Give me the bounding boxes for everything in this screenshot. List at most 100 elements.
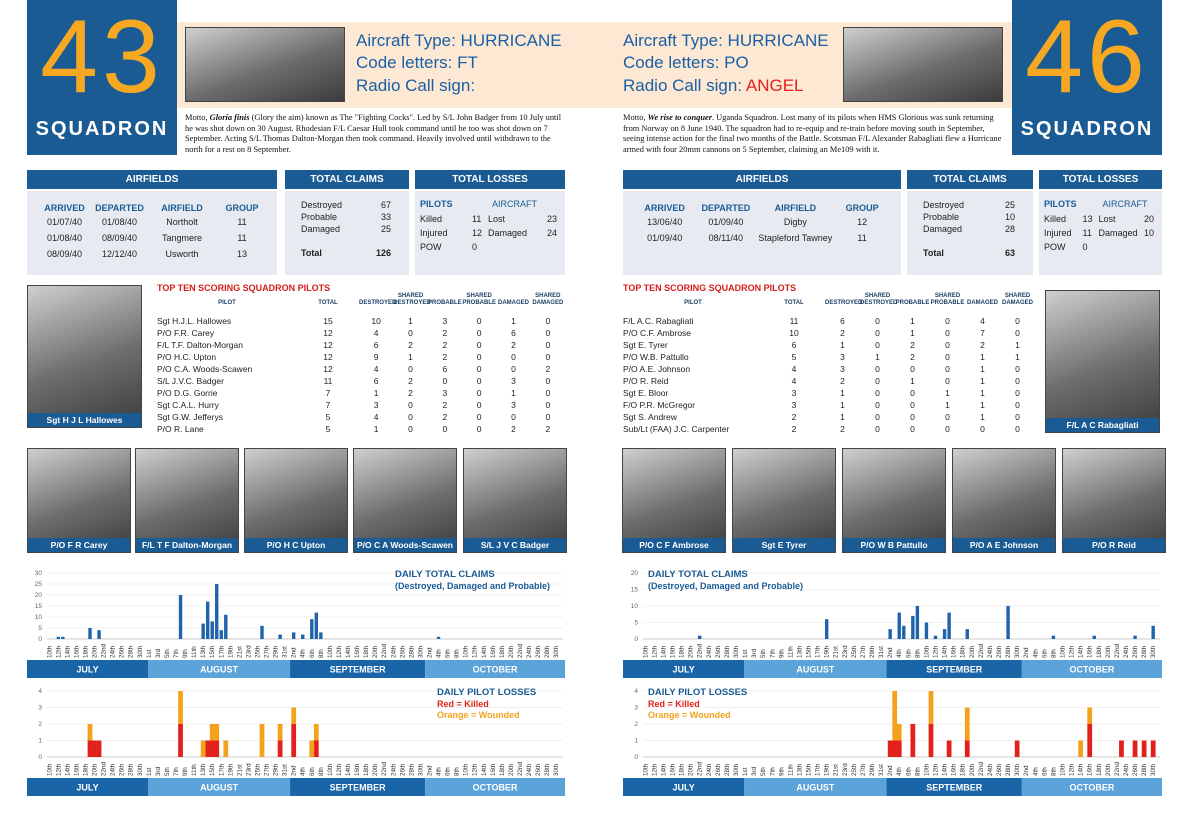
x-tick-label: 16th <box>1087 763 1094 776</box>
pilot-loss-value: 12 <box>472 228 483 238</box>
airfields-cell: 01/07/40 <box>46 217 83 227</box>
bar-segment <box>1014 740 1020 757</box>
x-tick-label: 22nd <box>101 643 108 658</box>
motto-part: . Uganda Squadron. Lost many of its pilo… <box>623 113 1002 154</box>
top-ten-cell: 0 <box>1015 364 1020 374</box>
claims-total-label: Total <box>301 248 322 258</box>
bar <box>314 612 319 639</box>
top-ten-cell: 9 <box>373 352 379 362</box>
airfields-cell: 11 <box>857 233 867 243</box>
pilot-loss-value: 13 <box>1082 214 1093 224</box>
x-tick-label: 31st <box>878 646 885 658</box>
top-ten-cell: 6 <box>840 316 845 326</box>
top-ten-cell: 0 <box>980 424 985 434</box>
x-tick-label: 5th <box>164 767 171 776</box>
x-tick-label: 4th <box>436 649 443 658</box>
airfields-header: AIRFIELDS <box>27 170 277 189</box>
bar <box>205 601 210 639</box>
bar-segment <box>928 724 934 757</box>
month-band <box>744 660 887 678</box>
x-tick-label: 13th <box>200 645 207 658</box>
legend-entry: Orange = Wounded <box>648 710 731 720</box>
x-tick-label: 29th <box>273 645 280 658</box>
y-tick-label: 0 <box>634 754 638 761</box>
top-ten-cell: 15 <box>323 316 333 326</box>
x-tick-label: 16th <box>669 763 676 776</box>
claims-label: Destroyed <box>301 200 343 210</box>
top-ten-cell: 5 <box>325 412 331 422</box>
top-ten-col-header: DESTROYED <box>359 300 397 306</box>
losses-body: PILOTS AIRCRAFT Killed 13 Injured 11 POW 0 Lost 2… <box>1039 191 1162 275</box>
bar-segment <box>200 740 206 757</box>
bar <box>278 634 282 639</box>
x-tick-label: 8th <box>454 649 461 658</box>
month-label: SEPTEMBER <box>926 783 983 793</box>
pilot-loss-value: 11 <box>1082 228 1092 238</box>
x-tick-label: 27th <box>860 763 867 776</box>
y-tick-label: 0 <box>38 636 42 643</box>
top-ten-cell: 1 <box>408 352 413 362</box>
bar <box>210 621 214 639</box>
claims-label: Probable <box>301 212 338 222</box>
top-ten-cell: Sgt E. Tyrer <box>623 340 668 350</box>
y-tick-label: 4 <box>634 688 638 695</box>
top-ten-cell: S/L J.V.C. Badger <box>157 376 224 386</box>
x-tick-label: 30th <box>733 763 740 776</box>
x-tick-label: 15th <box>209 763 216 776</box>
top-ten-cell: 0 <box>476 328 482 338</box>
pilot-photo: P/O W B Pattullo <box>842 448 946 553</box>
aircraft-loss-value: 23 <box>546 214 557 224</box>
bar <box>911 615 915 639</box>
pilot-loss-value: 0 <box>472 242 478 252</box>
x-tick-label: 20th <box>372 763 379 776</box>
top-ten-cell: 2 <box>545 364 551 374</box>
airfields-col-header: AIRFIELD <box>774 203 817 213</box>
bar <box>1151 625 1155 639</box>
bar <box>310 619 314 639</box>
bar <box>1133 635 1137 639</box>
x-tick-label: 23rd <box>842 763 849 776</box>
bar <box>1051 635 1056 639</box>
bar-segment <box>1087 724 1093 757</box>
chart-subtitle: (Destroyed, Damaged and Probable) <box>648 581 803 591</box>
pilot-photo-caption: P/O C A Woods-Scawen <box>354 538 456 552</box>
x-tick-label: 2nd <box>291 647 298 658</box>
top-ten-cell: 0 <box>875 376 880 386</box>
month-band <box>744 778 887 796</box>
top-ten-cell: F/O P.R. McGregor <box>623 400 696 410</box>
aircraft-type: Aircraft Type: HURRICANE <box>356 31 562 50</box>
top-ten-cell: 12 <box>323 364 333 374</box>
x-tick-label: 10th <box>327 645 334 658</box>
x-tick-label: 23rd <box>245 763 252 776</box>
x-tick-label: 2nd <box>1023 765 1030 776</box>
top-ten-col-header: PROBABLE <box>427 300 462 306</box>
motto-text: Motto, Gloria finis (Glory the aim) know… <box>185 113 567 155</box>
x-tick-label: 25th <box>851 645 858 658</box>
top-ten-cell: 6 <box>373 376 379 386</box>
top-ten-cell: 2 <box>980 340 985 350</box>
top-ten-cell: 3 <box>511 400 516 410</box>
x-tick-label: 14th <box>942 645 949 658</box>
x-tick-label: 9th <box>778 649 785 658</box>
x-tick-label: 26th <box>535 763 542 776</box>
claims-value: 67 <box>380 200 391 210</box>
claims-label: Damaged <box>923 224 963 234</box>
top-ten-title: TOP TEN SCORING SQUADRON PILOTS <box>623 283 797 293</box>
top-ten-cell: 0 <box>476 424 482 434</box>
x-tick-label: 8th <box>1050 649 1057 658</box>
month-label: SEPTEMBER <box>330 783 387 793</box>
airfields-cell: 01/09/40 <box>708 217 744 227</box>
airfields-cell: 12 <box>857 217 868 227</box>
x-tick-label: 31st <box>878 764 885 776</box>
y-tick-label: 5 <box>38 625 42 632</box>
x-tick-label: 24th <box>706 645 713 658</box>
x-tick-label: 24th <box>110 763 117 776</box>
bar-segment <box>1132 740 1138 757</box>
x-tick-label: 18th <box>82 645 89 658</box>
x-tick-label: 6th <box>445 649 452 658</box>
pilot-photo-caption: P/O C F Ambrose <box>623 538 725 552</box>
top-ten-cell: 0 <box>408 400 413 410</box>
airfields-col-header: AIRFIELD <box>161 203 203 213</box>
motto-part: (Glory the aim) known as The "Fighting C… <box>185 113 562 154</box>
top-ten-col-header: PILOT <box>684 300 702 306</box>
